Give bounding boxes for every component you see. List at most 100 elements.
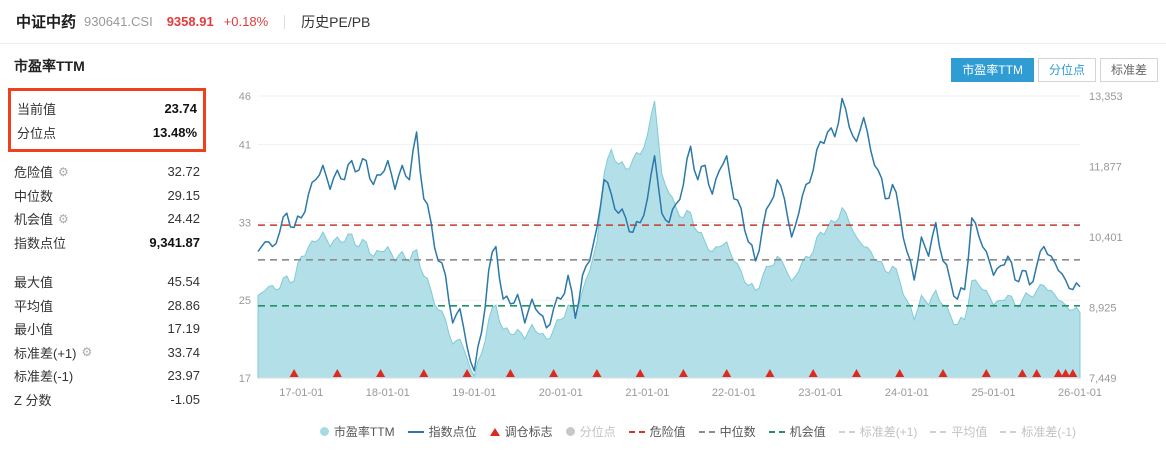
svg-text:24-01-01: 24-01-01	[885, 387, 929, 399]
stat-label: 标准差(-1)	[14, 369, 74, 385]
stat-value: 23.74	[164, 100, 197, 116]
svg-text:46: 46	[239, 91, 251, 103]
stat-value: 17.19	[167, 321, 200, 337]
stats-panel-title: 市盈率TTM	[14, 58, 85, 74]
stat-row: 标准差(-1) 23.97	[14, 364, 200, 388]
highlight-row: 当前值 23.74	[17, 96, 197, 120]
stat-label: 指数点位	[14, 235, 67, 251]
stat-label: 当前值	[17, 101, 57, 117]
stat-value: 24.42	[167, 211, 200, 227]
svg-text:8,925: 8,925	[1089, 303, 1117, 315]
stat-value: 13.48%	[152, 124, 197, 140]
legend-label: 分位点	[579, 425, 616, 439]
stat-label: 中位数	[14, 188, 54, 204]
legend-opportunity-marker-icon	[768, 430, 785, 433]
svg-text:13,353: 13,353	[1089, 91, 1123, 103]
stat-row: 标准差(+1) ⚙ 33.74	[14, 341, 200, 365]
legend-danger[interactable]: 危险值	[628, 423, 686, 440]
svg-text:22-01-01: 22-01-01	[712, 387, 756, 399]
svg-text:7,449: 7,449	[1089, 373, 1117, 385]
stats-panel: 市盈率TTM 当前值 23.74 分位点 13.48% 危险值 ⚙ 32.72 中位数 29.…	[8, 56, 206, 411]
header-divider	[284, 14, 286, 29]
pe-ttm-chart[interactable]: 17 25 33 41 46 7,449 8,925 10,401 11,877 13,353 17…	[218, 88, 1158, 400]
svg-text:33: 33	[239, 217, 251, 229]
gear-icon[interactable]: ⚙	[81, 345, 93, 360]
legend-label: 中位数	[719, 425, 756, 439]
stat-rows: 危险值 ⚙ 32.72 中位数 29.15 机会值 ⚙ 24.42 指数点位 9,341.87 最大…	[8, 160, 206, 411]
gear-icon[interactable]: ⚙	[58, 211, 69, 226]
metric-tabs: 市盈率TTM 分位点 标准差	[951, 58, 1158, 82]
svg-text:11,877: 11,877	[1089, 162, 1122, 174]
stat-row: 指数点位 9,341.87	[14, 231, 200, 255]
svg-text:26-01-01: 26-01-01	[1058, 387, 1102, 399]
svg-text:20-01-01: 20-01-01	[539, 387, 583, 399]
index-code: 930641.CSI	[84, 14, 153, 29]
chart-legend: 市盈率TTM 指数点位 调仓标志 分位点 危险值 中位数 机会值 标准差(+1) 平均值 标准差(…	[230, 423, 1166, 440]
legend-median[interactable]: 中位数	[698, 423, 756, 440]
stat-row: 中位数 29.15	[14, 184, 200, 208]
svg-text:25-01-01: 25-01-01	[971, 387, 1015, 399]
legend-label: 标准差(-1)	[1021, 425, 1077, 439]
legend-label: 危险值	[649, 425, 686, 439]
legend-pe-ttm[interactable]: 市盈率TTM	[319, 423, 395, 440]
stat-row: 最小值 17.19	[14, 317, 200, 341]
legend-std-plus1[interactable]: 标准差(+1)	[838, 423, 918, 440]
legend-rebalance-marker-icon	[489, 427, 500, 436]
legend-opportunity[interactable]: 机会值	[768, 423, 826, 440]
stat-label: 危险值	[14, 165, 54, 181]
svg-text:17: 17	[239, 373, 251, 385]
legend-danger-marker-icon	[628, 430, 645, 433]
section-title: 历史PE/PB	[301, 13, 371, 30]
legend-index[interactable]: 指数点位	[407, 423, 477, 440]
legend-label: 机会值	[789, 425, 826, 439]
legend-label: 平均值	[951, 425, 988, 439]
legend-average-marker-icon	[930, 430, 947, 433]
stat-label: 最小值	[14, 322, 54, 338]
stat-value: -1.05	[170, 391, 200, 407]
header: 中证中药 930641.CSI 9358.91 +0.18% 历史PE/PB	[0, 0, 1166, 44]
current-value-highlight-box: 当前值 23.74 分位点 13.48%	[8, 88, 206, 152]
tab-stddev[interactable]: 标准差	[1099, 58, 1158, 82]
stat-label: 标准差(+1)	[14, 345, 77, 361]
stat-row: 平均值 28.86	[14, 294, 200, 318]
highlight-row: 分位点 13.48%	[17, 120, 197, 144]
stat-value: 29.15	[167, 187, 200, 203]
legend-average[interactable]: 平均值	[930, 423, 987, 440]
stat-value: 32.72	[167, 164, 200, 180]
index-price: 9358.91	[166, 14, 214, 29]
svg-text:18-01-01: 18-01-01	[366, 387, 410, 399]
index-change-percent: +0.18%	[223, 14, 269, 29]
legend-label: 市盈率TTM	[333, 425, 395, 439]
svg-text:17-01-01: 17-01-01	[279, 387, 323, 399]
svg-text:23-01-01: 23-01-01	[798, 387, 842, 399]
legend-rebalance[interactable]: 调仓标志	[489, 423, 553, 440]
stat-label: 最大值	[14, 275, 54, 291]
legend-pe-ttm-marker-icon	[319, 427, 329, 436]
gear-icon[interactable]: ⚙	[58, 164, 69, 179]
stat-label: Z 分数	[14, 392, 52, 408]
svg-text:25: 25	[239, 295, 251, 307]
legend-label: 指数点位	[428, 425, 477, 439]
stat-row: 最大值 45.54	[14, 270, 200, 294]
index-name: 中证中药	[16, 14, 77, 31]
stat-row: 危险值 ⚙ 32.72	[14, 160, 200, 184]
stat-row: Z 分数 -1.05	[14, 388, 200, 412]
legend-std-minus1[interactable]: 标准差(-1)	[1000, 423, 1076, 440]
legend-index-marker-icon	[407, 430, 424, 433]
tab-pe-ttm[interactable]: 市盈率TTM	[951, 58, 1034, 82]
legend-percentile-marker-icon	[565, 427, 575, 436]
stat-value: 45.54	[167, 274, 200, 290]
stat-label: 机会值	[14, 212, 54, 228]
stat-label: 分位点	[17, 125, 57, 141]
svg-text:10,401: 10,401	[1089, 232, 1123, 244]
legend-label: 调仓标志	[504, 425, 553, 439]
stat-value: 9,341.87	[149, 234, 200, 250]
legend-std-minus1-marker-icon	[1000, 430, 1017, 433]
pe-chart-area: 17 25 33 41 46 7,449 8,925 10,401 11,877 13,353 17…	[218, 88, 1158, 400]
legend-percentile[interactable]: 分位点	[565, 423, 616, 440]
legend-median-marker-icon	[698, 430, 715, 433]
legend-label: 标准差(+1)	[859, 425, 918, 439]
stat-value: 28.86	[167, 297, 200, 313]
tab-percentile[interactable]: 分位点	[1037, 58, 1096, 82]
